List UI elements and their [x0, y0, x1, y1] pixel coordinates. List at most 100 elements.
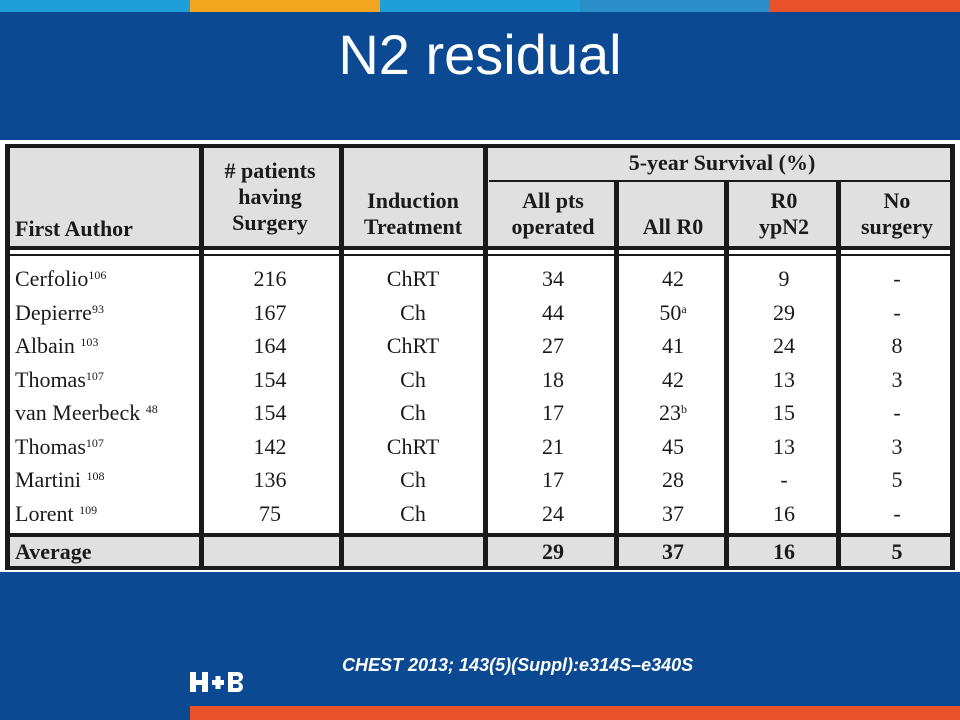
header-induction-line: Treatment: [363, 214, 463, 239]
cell-value: 18: [542, 366, 564, 392]
author-name: Thomas: [15, 366, 86, 392]
cell-author: Lorent 109: [15, 497, 97, 530]
header-background: [5, 144, 955, 247]
cell-value: 24: [542, 500, 564, 526]
table-top-border: [5, 144, 955, 148]
cell-value: 164: [253, 333, 287, 358]
bottom-color-stripe: [190, 706, 960, 720]
cell-value: Ch: [400, 500, 426, 526]
author-name: Lorent: [15, 500, 80, 526]
cell-patients: 164: [201, 329, 339, 362]
col-divider: [339, 144, 344, 570]
header-no-surgery-line: surgery: [860, 214, 934, 239]
cell-value: 17: [542, 400, 564, 425]
cell-value: -: [893, 500, 901, 526]
header-induction-line: Induction: [367, 188, 459, 213]
footnote-marker: b: [681, 402, 687, 416]
author-name: Albain: [15, 333, 81, 358]
header-r0-ypn2-line: R0: [770, 188, 798, 213]
table-left-border: [5, 144, 10, 570]
cell-all-r0: 42: [619, 363, 727, 396]
cell-value: Ch: [400, 467, 426, 492]
cell-no-surgery: 3: [841, 363, 953, 396]
cell-all-pts: 21: [489, 430, 617, 463]
cell-all-r0: 50a: [619, 296, 727, 329]
cell-value: 167: [253, 299, 287, 325]
cell-value: 21: [542, 433, 564, 459]
survival-table: First Author # patients having Surgery I…: [5, 144, 955, 570]
cell-treatment: ChRT: [343, 262, 483, 295]
cell-value: 44: [542, 299, 564, 325]
average-all-pts: 29: [542, 539, 564, 564]
author-name: Martini: [15, 467, 87, 492]
cell-treatment: ChRT: [343, 430, 483, 463]
cell-value: 42: [662, 366, 684, 392]
header-all-pts-line: operated: [511, 214, 595, 239]
stripe-segment: [0, 0, 190, 12]
cell-no-surgery: 5: [841, 463, 953, 496]
author-reference: 106: [88, 268, 107, 282]
author-reference: 109: [79, 502, 98, 517]
cell-all-r0: 45: [619, 430, 727, 463]
cell-value: Ch: [400, 366, 426, 392]
cell-r0-ypn2: 24: [729, 329, 839, 362]
cell-value: 154: [253, 400, 287, 425]
header-all-r0: All R0: [642, 214, 704, 239]
cell-value: 3: [891, 433, 903, 459]
cell-all-pts: 27: [489, 329, 617, 362]
cell-value: Ch: [400, 299, 426, 325]
author-name: Thomas: [15, 433, 86, 459]
cell-all-pts: 17: [489, 396, 617, 429]
cell-value: 5: [891, 467, 903, 492]
cell-value: ChRT: [386, 266, 440, 291]
header-no-surgery: No surgery: [841, 188, 953, 240]
survival-group-rule: [489, 180, 955, 182]
cell-author: Martini 108: [15, 463, 105, 496]
cell-r0-ypn2: -: [729, 463, 839, 496]
author-name: Cerfolio: [15, 266, 89, 291]
cell-no-surgery: -: [841, 262, 953, 295]
header-patients-line: having: [238, 184, 302, 209]
footnote-marker: a: [681, 301, 687, 316]
cell-all-pts: 17: [489, 463, 617, 496]
header-induction: Induction Treatment: [343, 188, 483, 240]
cell-treatment: Ch: [343, 497, 483, 530]
cell-value: 15: [773, 400, 795, 425]
stripe-segment: [380, 0, 580, 12]
header-patients-line: Surgery: [232, 210, 308, 235]
cell-value: 8: [891, 333, 903, 358]
cell-treatment: Ch: [343, 396, 483, 429]
average-row-background: [5, 535, 955, 568]
author-reference: 107: [85, 435, 104, 450]
header-bottom-rule-thin: [5, 254, 955, 256]
cell-value: 41: [662, 333, 684, 358]
cell-no-surgery: -: [841, 497, 953, 530]
author-reference: 108: [86, 469, 105, 483]
cell-value: 75: [259, 500, 281, 526]
cell-value: 154: [253, 366, 287, 392]
author-reference: 107: [85, 368, 104, 383]
cell-value: 37: [662, 500, 684, 526]
hb-logo: [190, 672, 243, 692]
col-divider: [483, 144, 488, 570]
cell-patients: 136: [201, 463, 339, 496]
author-name: Depierre: [15, 299, 92, 325]
cell-r0-ypn2: 13: [729, 430, 839, 463]
cell-value: 3: [891, 366, 903, 392]
average-label: Average: [15, 539, 92, 564]
cell-r0-ypn2: 29: [729, 296, 839, 329]
cell-author: Thomas107: [15, 363, 104, 396]
cell-no-surgery: 3: [841, 430, 953, 463]
cell-patients: 142: [201, 430, 339, 463]
header-no-surgery-line: No: [883, 188, 911, 213]
cell-r0-ypn2: 15: [729, 396, 839, 429]
cell-all-r0: 41: [619, 329, 727, 362]
average-r0-ypn2: 16: [773, 539, 795, 564]
average-top-rule: [5, 533, 955, 537]
cell-patients: 154: [201, 363, 339, 396]
cell-value: 23: [659, 400, 681, 425]
cell-all-r0: 23b: [619, 396, 727, 429]
cell-value: -: [893, 400, 901, 425]
cell-value: 42: [662, 266, 684, 291]
citation: CHEST 2013; 143(5)(Suppl):e314S–e340S: [342, 655, 694, 675]
